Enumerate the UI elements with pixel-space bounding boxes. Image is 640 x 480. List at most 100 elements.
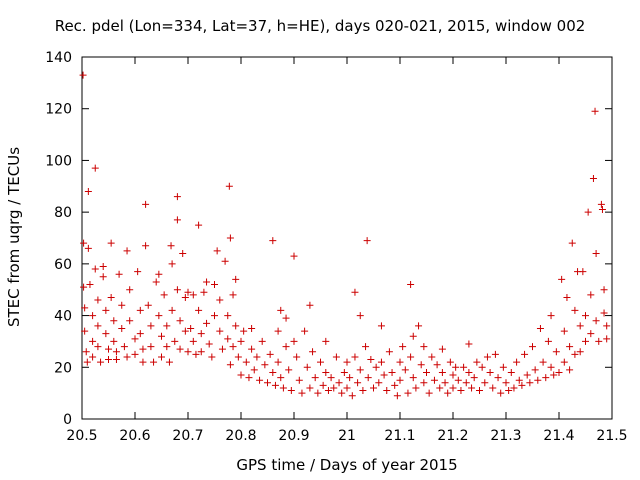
data-point: [285, 366, 293, 374]
data-point: [571, 306, 579, 314]
data-point: [589, 175, 597, 183]
data-point: [173, 216, 181, 224]
data-point: [120, 343, 128, 351]
data-point: [99, 273, 107, 281]
x-tick-label: 20.9: [278, 428, 309, 444]
data-point: [438, 345, 446, 353]
data-point: [363, 237, 371, 245]
data-point: [383, 387, 391, 395]
data-point: [603, 335, 611, 343]
data-point: [97, 358, 105, 366]
data-point: [351, 353, 359, 361]
data-point: [428, 353, 436, 361]
data-point: [171, 337, 179, 345]
data-point: [584, 208, 592, 216]
data-point: [409, 374, 417, 382]
data-point: [452, 363, 460, 371]
data-point: [499, 363, 507, 371]
data-point: [282, 343, 290, 351]
data-point: [81, 304, 89, 312]
data-point: [226, 234, 234, 242]
data-point: [248, 345, 256, 353]
data-point: [123, 353, 131, 361]
data-point: [346, 374, 354, 382]
data-point: [150, 358, 158, 366]
data-point: [165, 358, 173, 366]
data-point: [338, 389, 346, 397]
data-point: [89, 353, 97, 361]
data-point: [449, 371, 457, 379]
data-point: [531, 366, 539, 374]
data-point: [592, 250, 600, 258]
data-point: [290, 337, 298, 345]
data-point: [89, 337, 97, 345]
data-point: [412, 384, 420, 392]
data-point: [470, 374, 478, 382]
data-point: [587, 330, 595, 338]
data-point: [343, 358, 351, 366]
data-point: [515, 376, 523, 384]
data-point: [242, 358, 250, 366]
data-point: [330, 384, 338, 392]
data-point: [483, 353, 491, 361]
data-point: [271, 381, 279, 389]
data-point: [131, 350, 139, 358]
x-tick-label: 20.6: [119, 428, 150, 444]
data-point: [306, 301, 314, 309]
data-point: [563, 293, 571, 301]
data-point: [582, 337, 589, 345]
data-point: [89, 312, 97, 320]
data-point: [399, 343, 407, 351]
data-point: [279, 384, 287, 392]
data-point: [290, 252, 298, 260]
data-point: [232, 275, 240, 283]
data-point: [407, 353, 415, 361]
data-point: [184, 348, 192, 356]
data-point: [317, 358, 324, 366]
data-point: [234, 353, 242, 361]
data-point: [139, 358, 147, 366]
data-point: [264, 379, 271, 387]
data-point: [465, 368, 473, 376]
x-tick-label: 21.1: [384, 428, 415, 444]
data-point: [168, 306, 176, 314]
data-point: [112, 356, 120, 364]
data-point: [592, 317, 600, 325]
data-point: [364, 374, 372, 382]
data-point: [502, 379, 510, 387]
data-point: [420, 343, 428, 351]
data-point: [277, 306, 285, 314]
data-point: [542, 374, 550, 382]
data-point: [269, 237, 277, 245]
data-point: [102, 306, 110, 314]
data-point: [309, 348, 317, 356]
data-point: [460, 363, 468, 371]
data-point: [107, 293, 115, 301]
data-point: [115, 270, 123, 278]
data-point: [211, 312, 218, 320]
data-point: [152, 278, 160, 286]
data-point: [529, 343, 536, 351]
data-point: [195, 221, 203, 229]
data-point: [476, 387, 483, 395]
data-point: [155, 312, 163, 320]
data-point: [571, 350, 579, 358]
data-point: [314, 389, 322, 397]
data-point: [173, 193, 181, 201]
data-point: [494, 374, 502, 382]
data-point: [80, 283, 88, 291]
data-point: [245, 374, 253, 382]
y-axis-label: STEC from uqrg / TECUs: [5, 146, 23, 328]
data-point: [216, 327, 224, 335]
data-point: [232, 322, 240, 330]
x-tick-label: 21.5: [596, 428, 627, 444]
data-point: [359, 387, 367, 395]
data-point: [491, 350, 499, 358]
data-point: [576, 348, 584, 356]
data-point: [253, 353, 261, 361]
data-point: [523, 371, 531, 379]
data-point: [126, 286, 134, 294]
data-point: [123, 247, 131, 255]
data-point: [80, 239, 88, 247]
data-point: [322, 368, 330, 376]
